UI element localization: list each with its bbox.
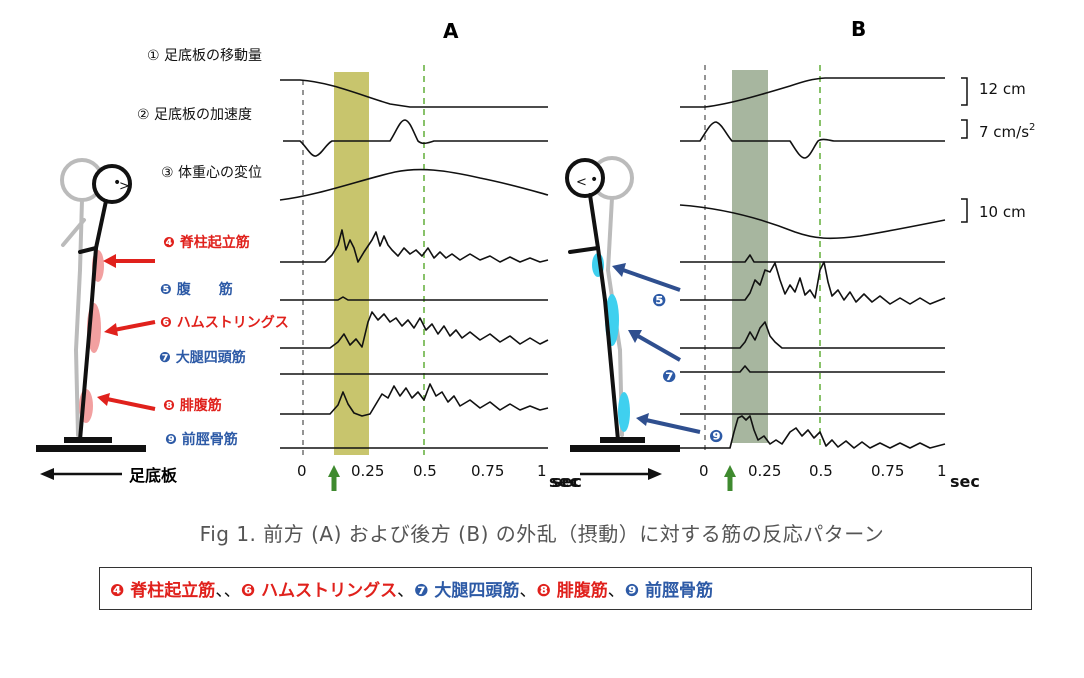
legend-hamstrings: ❻ ハムストリングス [240,581,398,601]
trace-a-hamstrings [280,311,549,349]
label-quadriceps: ❼ 大腿四頭筋 [159,349,246,366]
trace-a-displacement [280,79,548,108]
trace-a-erector [280,229,549,263]
label-gastrocnemius: ❽ 腓腹筋 [163,397,222,414]
trace-b-abdominal [680,261,946,305]
trace-b-hamstrings [680,321,945,349]
platform-label: 足底板 [129,466,178,485]
tick-a-05: 0.5 [413,462,437,480]
panel-b: 0 0.25 0.5 0.75 1 sec sec B 12 cm 7 cm/s… [552,17,1035,491]
legend-gastrocnemius: ❽ 腓腹筋 [536,581,608,601]
scale-com: 10 cm [979,203,1026,221]
trace-a-acceleration [283,119,548,157]
legend-tibialis-anterior: ❾ 前脛骨筋 [624,581,714,601]
panel-b-title: B [851,17,866,41]
tick-b-075: 0.75 [871,462,904,480]
legend-separator: 、、 [215,581,241,601]
foot-plate-b [570,445,680,452]
stick-figure-b: < • ❺ ❼ ❾ [565,156,723,480]
trace-b-quadriceps [680,365,945,373]
trace-a-com [279,168,549,201]
unit-a: sec [549,472,579,491]
tick-b-0: 0 [699,462,709,480]
trace-a-abdominal [280,296,548,301]
unit-b-left: sec [552,472,582,491]
label-hamstrings: ❻ ハムストリングス [160,314,289,331]
label-plate-displacement: ① 足底板の移動量 [147,48,262,64]
trace-b-tibialis [680,415,946,449]
svg-text:<: < [576,175,587,190]
svg-text:•: • [113,175,121,191]
label-erector-spinae: ❹ 脊柱起立筋 [163,234,250,251]
label-tibialis-anterior: ❾ 前脛骨筋 [165,431,238,448]
panel-a-title: A [443,19,459,43]
legend-separator: 、 [607,581,625,601]
trace-b-acceleration [680,121,945,159]
legend-erector-spinae: ❹ 脊柱起立筋 [110,581,216,601]
figure-caption: Fig 1. 前方 (A) および後方 (B) の外乱（摂動）に対する筋の反応パ… [199,522,885,546]
tick-a-075: 0.75 [471,462,504,480]
tick-a-025: 0.25 [351,462,384,480]
badge-quadriceps: ❼ [662,367,676,387]
legend-separator: 、 [519,581,537,601]
stick-figure-a: > • 足底板 [36,158,178,485]
stimulus-arrow-b [724,465,736,491]
badge-tibialis: ❾ [709,427,723,447]
trace-a-gastrocnemius [280,383,549,417]
trace-b-com [679,204,946,240]
tick-a-0: 0 [297,462,307,480]
badge-abdominal: ❺ [652,291,666,311]
scale-displacement: 12 cm [979,80,1026,98]
foot-plate-a [36,445,146,452]
label-com-displacement: ③ 体重心の変位 [161,164,262,181]
figure: 0 0.25 0.5 0.75 1 sec A ① 足底板の移動量 ② 足底板の… [36,17,1035,491]
response-band-a [334,72,369,455]
svg-text:>: > [119,179,130,194]
trace-b-displacement [680,77,945,108]
trace-b-erector [680,254,945,263]
unit-b: sec [950,472,980,491]
legend-quadriceps: ❼ 大腿四頭筋 [414,581,520,601]
scale-acceleration: 7 cm/s2 [979,122,1035,141]
label-abdominals: ❺ 腹 筋 [160,281,233,298]
stimulus-arrow-a [328,465,340,491]
label-plate-acceleration: ② 足底板の加速度 [137,107,252,123]
tick-b-05: 0.5 [809,462,833,480]
tick-b-025: 0.25 [748,462,781,480]
muscle-legend: ❹ 脊柱起立筋 、、 ❻ ハムストリングス 、 ❼ 大腿四頭筋 、 ❽ 腓腹筋 … [99,567,1032,610]
svg-text:•: • [590,172,598,188]
tick-b-1: 1 [937,462,947,480]
tick-a-1: 1 [537,462,547,480]
panel-a: 0 0.25 0.5 0.75 1 sec A ① 足底板の移動量 ② 足底板の… [36,19,579,491]
legend-separator: 、 [397,581,415,601]
muscle-tibialis-b [618,392,630,432]
